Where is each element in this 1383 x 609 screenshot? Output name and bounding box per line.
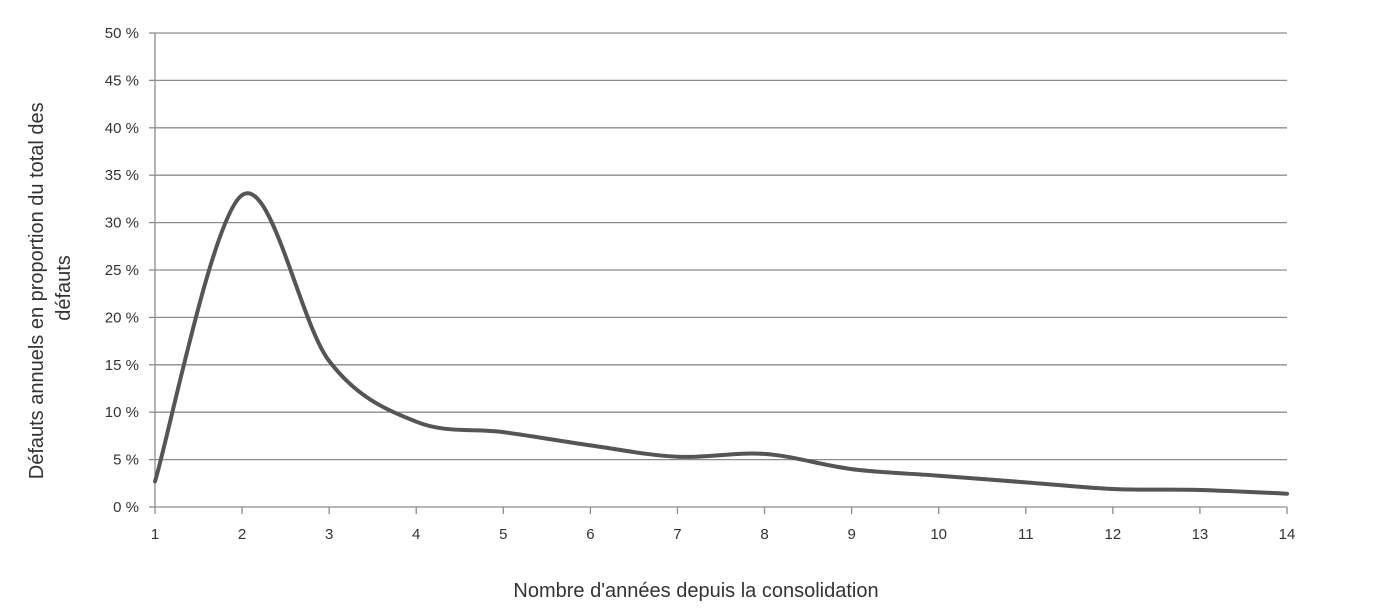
data-point [1285, 492, 1289, 496]
x-tick-label: 13 [1192, 526, 1209, 543]
series-line-0 [153, 191, 1289, 496]
y-tick-label: 35 % [105, 167, 139, 184]
x-tick-labels: 1 2 3 4 5 6 7 8 9 10 11 12 13 14 [151, 526, 1296, 543]
y-tick-label: 15 % [105, 357, 139, 374]
y-axis-title: Défauts annuels en proportion du total d… [26, 97, 75, 480]
y-tick-label: 25 % [105, 262, 139, 279]
x-tick-label: 7 [673, 526, 681, 543]
y-tick-label: 50 % [105, 25, 139, 42]
x-tick-label: 4 [412, 526, 420, 543]
gridlines [155, 32, 1287, 461]
y-tick-label: 40 % [105, 120, 139, 137]
x-tick-label: 2 [238, 526, 246, 543]
axes [149, 32, 1288, 514]
y-tick-label: 10 % [105, 404, 139, 421]
series [153, 191, 1289, 496]
y-axis-title-line-1: Défauts annuels en proportion du total d… [26, 102, 48, 479]
x-tick-label: 3 [325, 526, 333, 543]
data-point [501, 430, 505, 434]
y-tick-label: 20 % [105, 309, 139, 326]
y-axis-title-line-2: défauts [53, 255, 75, 321]
y-tick-label: 0 % [113, 499, 139, 516]
y-tick-label: 45 % [105, 72, 139, 89]
data-point [240, 193, 244, 197]
data-point [1198, 488, 1202, 492]
y-tick-label: 30 % [105, 215, 139, 232]
data-point [937, 474, 941, 478]
x-axis-title: Nombre d'années depuis la consolidation [513, 580, 878, 602]
data-point [327, 359, 331, 363]
x-tick-label: 9 [847, 526, 855, 543]
data-point [1024, 480, 1028, 484]
data-point [153, 479, 157, 483]
y-tick-label: 5 % [113, 452, 139, 469]
data-point [588, 443, 592, 447]
data-point [850, 467, 854, 471]
x-tick-label: 14 [1279, 526, 1296, 543]
data-point [414, 420, 418, 424]
x-tick-label: 1 [151, 526, 159, 543]
x-tick-label: 11 [1018, 526, 1034, 543]
x-tick-label: 12 [1105, 526, 1122, 543]
data-point [675, 455, 679, 459]
data-point [1111, 487, 1115, 491]
data-point [763, 452, 767, 456]
x-tick-label: 10 [930, 526, 947, 543]
x-tick-label: 6 [586, 526, 594, 543]
y-tick-labels: 0 % 5 % 10 % 15 % 20 % 25 % 30 % 35 % 40 % 45 % 50… [105, 25, 139, 516]
x-tick-label: 8 [760, 526, 768, 543]
x-tick-label: 5 [499, 526, 507, 543]
